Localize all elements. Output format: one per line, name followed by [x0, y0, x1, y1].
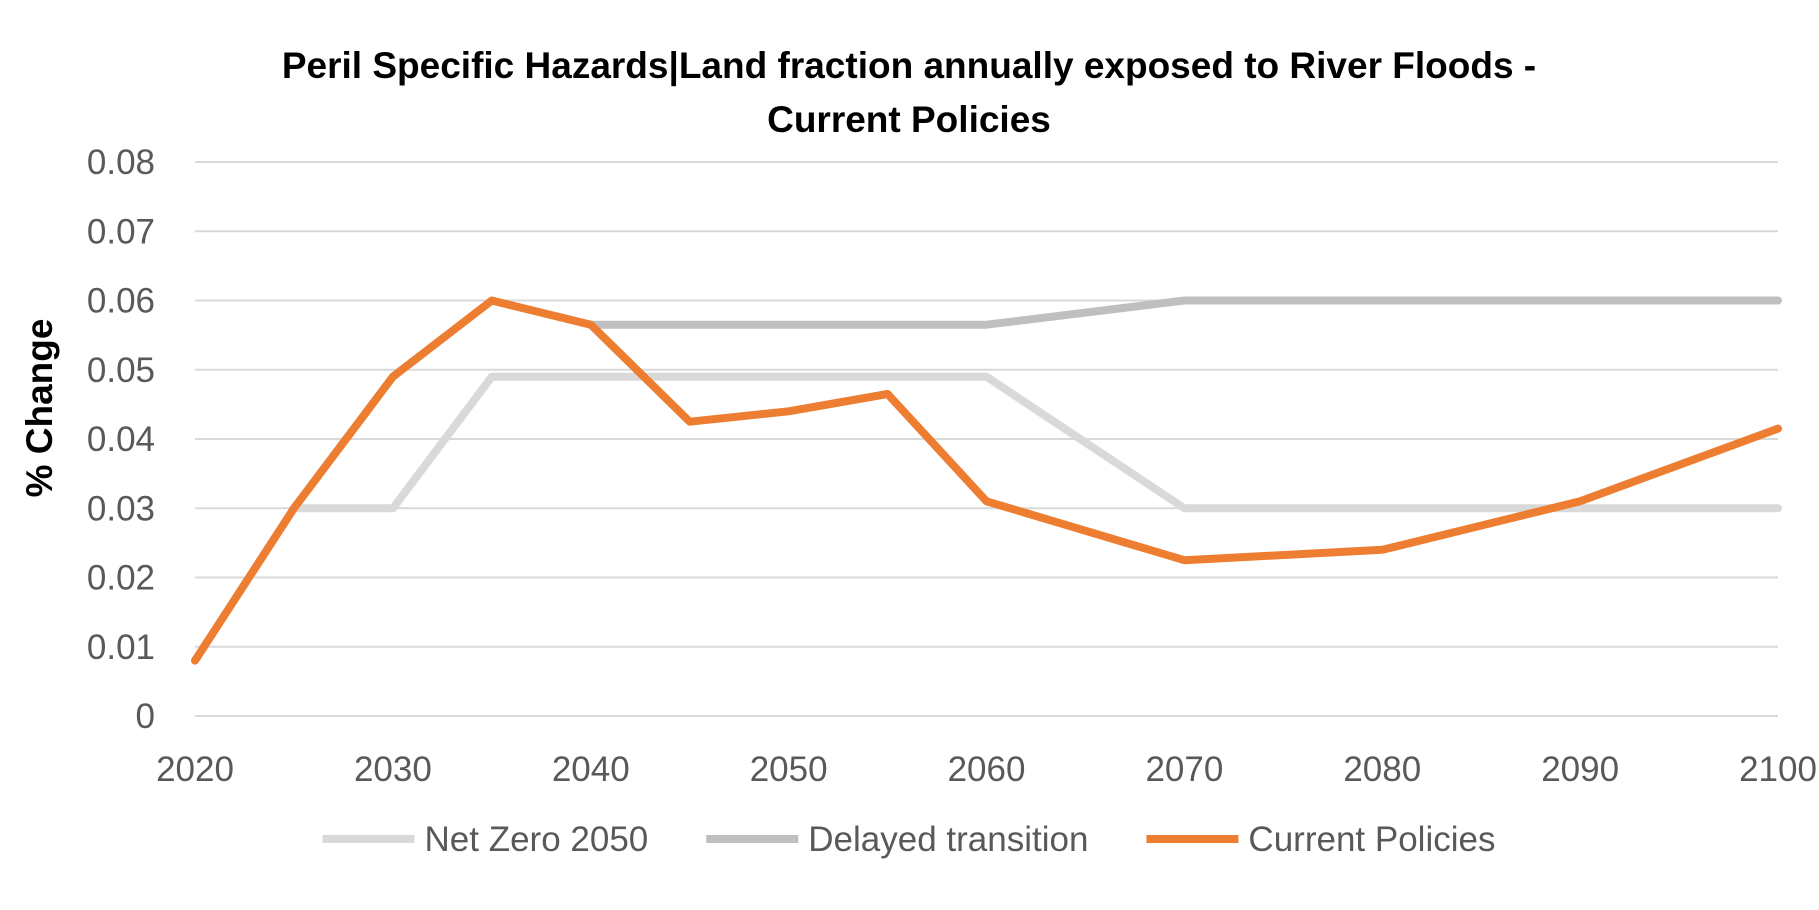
y-tick-label: 0.03 — [87, 489, 155, 528]
x-tick-label: 2100 — [1739, 750, 1817, 789]
series-lines — [191, 296, 1782, 665]
y-axis-label: % Change — [19, 319, 60, 498]
x-tick-label: 2090 — [1541, 750, 1619, 789]
chart-title: Peril Specific Hazards|Land fraction ann… — [282, 45, 1536, 140]
x-tick-label: 2020 — [156, 750, 234, 789]
x-tick-label: 2060 — [948, 750, 1026, 789]
x-tick-label: 2050 — [750, 750, 828, 789]
y-tick-label: 0.08 — [87, 143, 155, 182]
gridlines — [195, 161, 1778, 717]
x-tick-label: 2070 — [1145, 750, 1223, 789]
x-tick-label: 2030 — [354, 750, 432, 789]
y-tick-label: 0.04 — [87, 420, 155, 459]
y-tick-label: 0.01 — [87, 628, 155, 667]
legend-item-current-policies: Current Policies — [1146, 820, 1495, 859]
legend-label: Current Policies — [1248, 820, 1495, 859]
y-tick-label: 0.02 — [87, 559, 155, 598]
y-tick-label: 0.06 — [87, 282, 155, 321]
series-line-net-zero-2050 — [289, 372, 1782, 513]
series-line-delayed-transition — [586, 296, 1782, 329]
chart-title-line-1: Peril Specific Hazards|Land fraction ann… — [282, 45, 1536, 87]
series-line-current-policies — [191, 296, 1782, 665]
x-tick-label: 2080 — [1343, 750, 1421, 789]
legend-item-delayed-transition: Delayed transition — [706, 820, 1088, 859]
x-tick-labels: 2020 2030 2040 2050 2060 2070 2080 2090 2100 — [156, 750, 1817, 789]
y-tick-labels: 0 0.01 0.02 0.03 0.04 0.05 0.06 0.07 0.08 — [87, 143, 155, 736]
x-tick-label: 2040 — [552, 750, 630, 789]
y-tick-label: 0 — [136, 697, 155, 736]
legend-item-net-zero-2050: Net Zero 2050 — [322, 820, 649, 859]
legend-label: Delayed transition — [808, 820, 1088, 859]
y-tick-label: 0.07 — [87, 212, 155, 251]
chart-title-line-2: Current Policies — [767, 99, 1051, 140]
legend-label: Net Zero 2050 — [425, 820, 649, 859]
legend: Net Zero 2050 Delayed transition Current P… — [322, 820, 1495, 859]
y-tick-label: 0.05 — [87, 351, 155, 390]
